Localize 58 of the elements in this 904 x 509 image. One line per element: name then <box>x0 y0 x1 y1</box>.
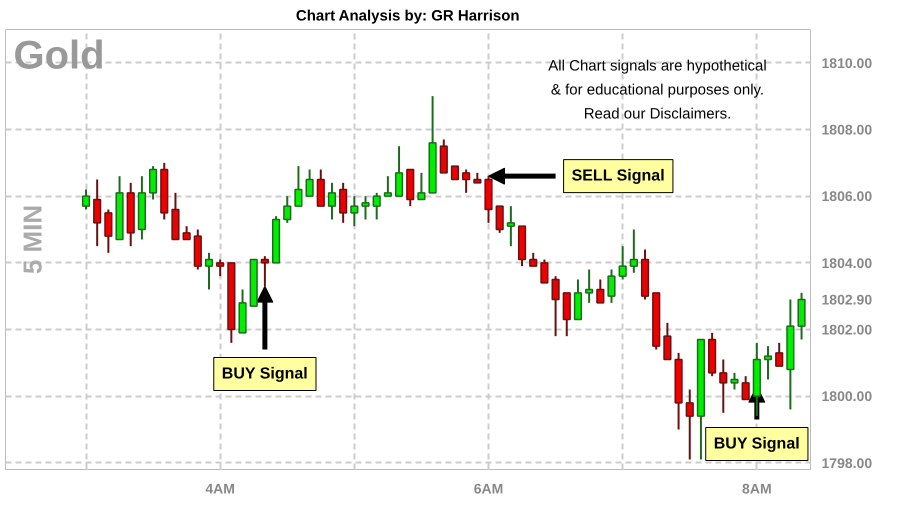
candlestick <box>450 165 460 180</box>
annotation: BUY Signal <box>222 366 308 382</box>
y-tick-label: 1810.00 <box>822 54 872 71</box>
candlestick <box>585 268 594 304</box>
y-tick-label: 1804.00 <box>822 254 872 271</box>
candlestick <box>182 225 191 240</box>
candlestick <box>596 278 604 304</box>
y-tick-label: 1802.00 <box>822 322 872 338</box>
candlestick <box>473 172 482 184</box>
candlestick <box>372 192 381 220</box>
candlestick <box>551 275 560 338</box>
candlestick <box>294 165 303 208</box>
candlestick <box>339 182 348 224</box>
candlestick <box>529 252 538 268</box>
annotation: Read our Disclaimers. <box>584 106 732 122</box>
annotation: All Chart signals are hypothetical <box>548 58 767 74</box>
candlestick <box>540 258 549 284</box>
candlestick <box>742 375 750 400</box>
candlestick <box>306 168 314 198</box>
y-tick-label: 1802.90 <box>822 292 872 308</box>
candlestick <box>93 178 102 248</box>
candlestick <box>82 188 90 210</box>
y-tick-label: 1800.00 <box>822 388 872 404</box>
annotation: & for educational purposes only. <box>550 82 764 98</box>
candlestick <box>719 358 728 414</box>
candlestick <box>350 195 358 228</box>
x-tick-label: 4AM <box>205 480 235 496</box>
candlestick <box>361 195 370 220</box>
candlestick <box>775 342 784 368</box>
candlestick <box>204 252 214 290</box>
candlestick <box>384 175 392 198</box>
candlestick <box>663 322 672 360</box>
candlestick <box>283 195 292 224</box>
candlestick <box>506 205 515 248</box>
y-tick-label: 1806.00 <box>822 188 872 204</box>
candlestick <box>730 372 739 390</box>
candlestick <box>686 388 694 460</box>
candlestick <box>104 208 112 254</box>
candlestick <box>618 245 627 280</box>
x-tick-label: 6AM <box>474 480 504 496</box>
candlestick <box>630 228 638 274</box>
candlestick <box>496 205 504 234</box>
candlestick <box>216 258 224 278</box>
candlestick <box>394 145 404 198</box>
candlestick <box>328 182 336 220</box>
candlestick <box>764 345 772 380</box>
candlestick <box>417 172 426 200</box>
candlestick <box>148 165 158 200</box>
y-tick-label: 1808.00 <box>822 122 872 138</box>
chart-subtitle: Gold <box>14 34 105 78</box>
annotation: SELL Signal <box>572 168 665 185</box>
x-tick-label: 8AM <box>742 480 772 496</box>
annotation: 5 MIN <box>18 204 48 274</box>
candlestick <box>607 268 616 304</box>
y-tick-label: 1798.00 <box>822 454 872 471</box>
annotation: BUY Signal <box>714 436 800 452</box>
chart-title: Chart Analysis by: GR Harrison <box>296 8 520 24</box>
candlestick <box>462 168 470 194</box>
